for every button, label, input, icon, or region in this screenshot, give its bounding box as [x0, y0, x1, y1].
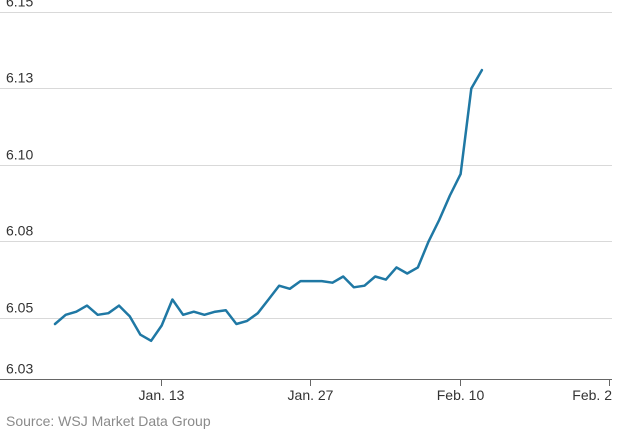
x-tick-label: Feb. 2 [572, 387, 612, 403]
y-tick-label: 6.03 [6, 361, 33, 377]
series-line [53, 68, 484, 343]
series-layer [53, 68, 484, 343]
y-tick-label: 6.10 [6, 147, 33, 163]
line-chart: 6.15 6.13 6.10 6.08 6.05 6.03 Jan. 13 Jan. 27 F… [0, 0, 612, 403]
grid-lines [0, 12, 612, 380]
y-tick-label: 6.05 [6, 300, 33, 316]
y-tick-label: 6.08 [6, 223, 33, 239]
source-note: Source: WSJ Market Data Group [6, 413, 211, 429]
x-tick-label: Jan. 27 [288, 387, 334, 403]
x-tick-label: Feb. 10 [437, 387, 485, 403]
x-tick-label: Jan. 13 [139, 387, 185, 403]
y-axis-ticks: 6.15 6.13 6.10 6.08 6.05 6.03 [6, 0, 33, 377]
y-tick-label: 6.13 [6, 70, 33, 86]
x-axis: Jan. 13 Jan. 27 Feb. 10 Feb. 2 [139, 379, 612, 403]
y-tick-label: 6.15 [6, 0, 33, 10]
